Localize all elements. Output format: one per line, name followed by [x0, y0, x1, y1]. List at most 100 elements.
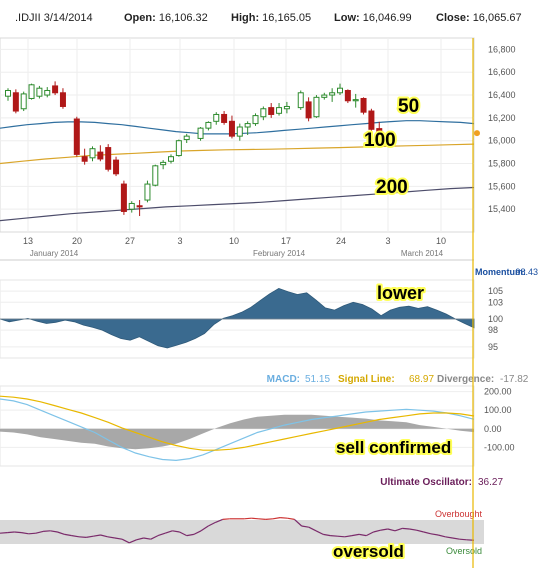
- candle-body: [36, 87, 43, 97]
- uo-segment: [43, 530, 51, 532]
- candle-body: [183, 135, 190, 141]
- candle-body: [120, 183, 127, 212]
- candle-body: [144, 183, 151, 201]
- low-label: Low: 16,046.99: [334, 12, 412, 24]
- candle-body: [244, 123, 251, 128]
- candle-body: [313, 96, 320, 118]
- candle-body: [321, 94, 328, 98]
- uo-segment: [308, 526, 317, 532]
- momentum-y-tick: 103: [488, 297, 503, 307]
- price-y-tick: 15,800: [488, 159, 516, 169]
- candle-body: [260, 108, 267, 118]
- macd-y-tick: 100.00: [484, 405, 512, 415]
- momentum-y-tick: 100: [488, 314, 503, 324]
- uo-segment: [459, 538, 467, 541]
- candle-body: [168, 156, 174, 162]
- signal-label: Signal Line:: [338, 374, 395, 385]
- uo-segment: [121, 538, 130, 544]
- candle-body: [376, 128, 383, 134]
- candle-body: [283, 105, 290, 110]
- uo-segment: [258, 518, 266, 520]
- uo-segment: [129, 539, 137, 544]
- candle-body: [352, 99, 359, 102]
- divergence-area: [0, 414, 474, 450]
- x-tick: 3: [177, 236, 182, 246]
- candle-body: [73, 118, 80, 155]
- price-y-tick: 16,600: [488, 67, 516, 77]
- momentum-value: 98.43: [515, 267, 538, 277]
- month-label: January 2014: [30, 249, 79, 258]
- candle-body: [268, 107, 275, 115]
- uo-segment: [179, 531, 187, 537]
- uo-segment: [200, 525, 209, 532]
- uo-segment: [423, 531, 432, 535]
- uo-segment: [14, 531, 22, 534]
- last-price-marker: [474, 130, 480, 137]
- ma50-label: 50: [398, 96, 419, 117]
- close-label: Close: 16,065.67: [436, 12, 522, 24]
- uo-segment: [402, 527, 410, 530]
- uo-segment: [430, 533, 439, 536]
- uo-segment: [86, 535, 94, 538]
- uo-segment: [330, 535, 338, 537]
- uo-segment: [351, 533, 360, 537]
- high-label: High: 16,165.05: [231, 12, 312, 24]
- uo-segment: [251, 517, 259, 520]
- uo-segment: [265, 518, 273, 520]
- price-y-tick: 16,400: [488, 90, 516, 100]
- price-y-tick: 15,600: [488, 181, 516, 191]
- momentum-y-tick: 98: [488, 325, 498, 335]
- uo-segment: [193, 530, 202, 535]
- close-value: 16,065.67: [472, 12, 522, 24]
- candle-body: [160, 161, 167, 166]
- uo-segment: [157, 532, 166, 537]
- candle-body: [305, 101, 312, 119]
- x-tick: 10: [436, 236, 446, 246]
- candle-body: [113, 159, 120, 175]
- divergence-label: Divergence:: [437, 374, 494, 385]
- uo-segment: [57, 531, 65, 535]
- uo-segment: [114, 537, 123, 540]
- uo-segment: [64, 533, 72, 537]
- uo-segment: [93, 534, 101, 537]
- candle-body: [252, 115, 259, 125]
- candle-body: [128, 202, 135, 210]
- oversold-label: Oversold: [446, 546, 482, 556]
- uo-segment: [71, 535, 80, 538]
- candle-body: [329, 92, 336, 96]
- momentum-annotation: lower: [377, 283, 424, 303]
- uo-segment: [437, 534, 446, 538]
- uo-segment: [387, 528, 396, 532]
- uo-segment: [28, 532, 36, 535]
- candle-body: [89, 148, 96, 159]
- macd-line: [0, 398, 475, 462]
- uo-segment: [366, 531, 374, 537]
- uo-segment: [315, 530, 324, 535]
- price-y-tick: 16,000: [488, 136, 516, 146]
- candle-body: [12, 92, 19, 112]
- candle-body: [205, 121, 212, 129]
- x-tick: 27: [125, 236, 135, 246]
- uo-segment: [164, 530, 173, 534]
- candle-body: [136, 205, 143, 208]
- uo-segment: [452, 537, 460, 540]
- momentum-y-tick: 95: [488, 342, 498, 352]
- uo-segment: [35, 530, 44, 534]
- candle-body: [20, 93, 27, 110]
- uo-segment: [445, 536, 453, 539]
- uo-segment: [416, 529, 424, 533]
- uo-segment: [244, 517, 252, 520]
- uo-segment: [0, 532, 8, 534]
- uo-title: Ultimate Oscillator:: [380, 477, 472, 488]
- uo-segment: [280, 517, 288, 519]
- candle-body: [297, 92, 304, 109]
- x-tick: 17: [281, 236, 291, 246]
- high-value: 16,165.05: [262, 12, 312, 24]
- price-y-tick: 16,800: [488, 44, 516, 54]
- uo-segment: [301, 525, 309, 528]
- uo-segment: [394, 527, 403, 532]
- candle-body: [81, 156, 88, 162]
- open-value: 16,106.32: [158, 12, 208, 24]
- candle-body: [105, 147, 112, 170]
- ma100-label: 100: [364, 130, 396, 151]
